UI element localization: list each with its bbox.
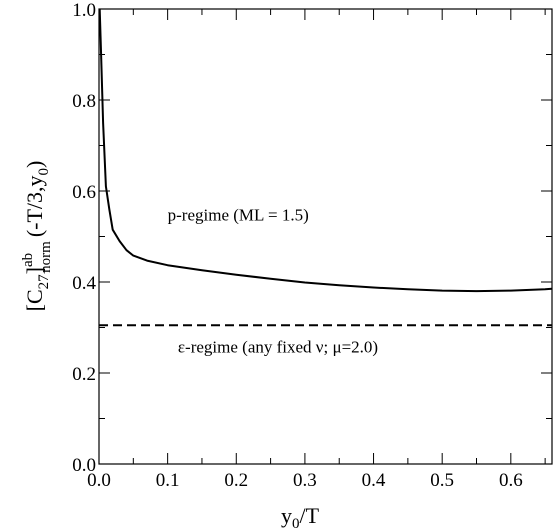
- x-tick-label: 0.6: [499, 470, 523, 491]
- x-tick-label: 0.2: [224, 470, 248, 491]
- axis-ticks: [98, 8, 552, 465]
- solid-series-line: [98, 8, 553, 293]
- tick-labels: 0.0 0.1 0.2 0.3 0.4 0.5 0.6 0.0 0.2 0.4 0.6 0.8 1.0: [72, 0, 522, 491]
- x-tick-label: 0.4: [362, 470, 386, 491]
- y-tick-label: 0.8: [72, 91, 96, 112]
- y-tick-label: 0.0: [72, 455, 96, 476]
- y-tick-label: 0.4: [72, 273, 96, 294]
- x-axis-label: y0/T: [281, 503, 320, 531]
- y-tick-label: 1.0: [72, 0, 96, 21]
- x-tick-label: 0.3: [293, 470, 317, 491]
- x-tick-label: 0.5: [430, 470, 454, 491]
- y-tick-label: 0.6: [72, 182, 96, 203]
- x-tick-label: 0.1: [156, 470, 180, 491]
- annotation-layer: p-regime (ML = 1.5) ε-regime (any fixed ν…: [168, 206, 378, 357]
- chart-annotation: p-regime (ML = 1.5): [168, 206, 309, 225]
- plot-frame: [98, 8, 553, 465]
- series-layer: [98, 8, 553, 327]
- x-tick-label: 0.0: [87, 470, 111, 491]
- chart-annotation: ε-regime (any fixed ν; μ=2.0): [178, 338, 378, 357]
- y-tick-label: 0.2: [72, 364, 96, 385]
- y-axis-label: [C27]ab norm(-T/3,y0): [20, 161, 54, 312]
